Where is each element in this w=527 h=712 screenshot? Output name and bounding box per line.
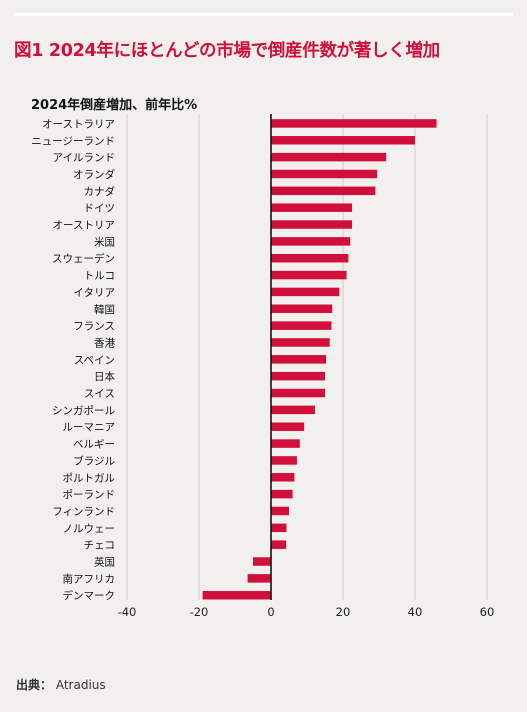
category-label: ベルギー [73, 439, 115, 451]
bar [271, 439, 300, 448]
category-label: イタリア [73, 287, 115, 299]
bar [271, 169, 378, 179]
bar [271, 422, 305, 431]
bar [253, 557, 271, 566]
figure-title: 図1 2024年にほとんどの市場で倒産件数が著しく増加 [14, 41, 440, 61]
category-label: トルコ [84, 270, 115, 282]
x-tick-label: -40 [118, 605, 137, 619]
bar [271, 186, 376, 196]
category-label: 南アフリカ [63, 572, 116, 585]
bar [271, 321, 332, 330]
category-label: フランス [73, 321, 115, 333]
x-tick-label: 40 [408, 605, 423, 619]
bar [271, 489, 293, 499]
source-label: 出典： [16, 678, 53, 692]
category-label: スウェーデン [52, 252, 115, 265]
source-value: Atradius [55, 678, 106, 692]
category-label: ルーマニア [63, 422, 116, 434]
bar [271, 253, 349, 263]
category-label: ブラジル [73, 454, 115, 467]
bar [271, 523, 287, 533]
x-tick-label: -20 [190, 605, 209, 619]
category-label: フィンランド [52, 506, 115, 518]
bar [271, 338, 330, 347]
bar [271, 270, 347, 280]
category-label: オランダ [73, 168, 115, 181]
bar [247, 574, 271, 583]
category-label: オーストリア [53, 220, 115, 232]
bar [271, 287, 340, 297]
category-label: ポーランド [63, 489, 116, 501]
bar [271, 152, 387, 162]
category-label: ニュージーランド [31, 135, 115, 147]
top-divider [14, 13, 513, 16]
category-label: アイルランド [53, 152, 115, 164]
category-label: ノルウェー [63, 523, 116, 535]
x-tick-label: 60 [480, 605, 495, 619]
category-label: 韓国 [94, 304, 115, 316]
category-label: ドイツ [84, 203, 116, 215]
category-label: オーストラリア [42, 118, 115, 130]
bar [271, 136, 415, 145]
bar [271, 237, 351, 246]
x-tick-label: 0 [267, 605, 274, 619]
bar [271, 119, 437, 128]
category-label: スイス [84, 388, 115, 400]
bar [271, 355, 327, 364]
category-label: チェコ [84, 540, 116, 552]
category-label: ポルトガル [63, 472, 116, 484]
chart-title: 2024年倒産増加、前年比% [31, 98, 198, 113]
category-label: スペイン [74, 354, 115, 366]
bar [271, 506, 289, 516]
bar [271, 405, 315, 415]
bar [271, 371, 325, 381]
bar [271, 203, 352, 212]
source-note: 出典： Atradius [16, 676, 106, 693]
bar [271, 388, 325, 398]
category-label: 英国 [94, 556, 115, 569]
category-label: 香港 [94, 337, 115, 349]
category-label: 日本 [94, 370, 115, 383]
bar [271, 304, 333, 314]
bar [271, 456, 297, 465]
bar [202, 590, 271, 600]
x-tick-label: 20 [336, 605, 351, 619]
bar [271, 220, 352, 229]
category-label: カナダ [84, 185, 116, 198]
category-label: シンガポール [52, 405, 115, 417]
category-label: デンマーク [63, 589, 116, 602]
bar [271, 540, 287, 549]
category-label: 米国 [94, 235, 115, 248]
bar [271, 473, 295, 482]
